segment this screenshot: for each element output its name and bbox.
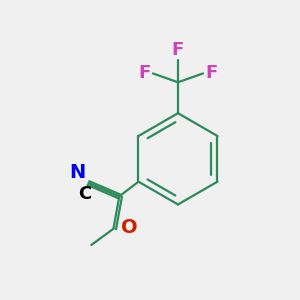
Text: C: C bbox=[78, 184, 91, 202]
Text: N: N bbox=[69, 163, 85, 182]
Text: F: F bbox=[138, 64, 151, 82]
Text: O: O bbox=[121, 218, 137, 237]
Text: F: F bbox=[172, 41, 184, 59]
Text: F: F bbox=[206, 64, 218, 82]
